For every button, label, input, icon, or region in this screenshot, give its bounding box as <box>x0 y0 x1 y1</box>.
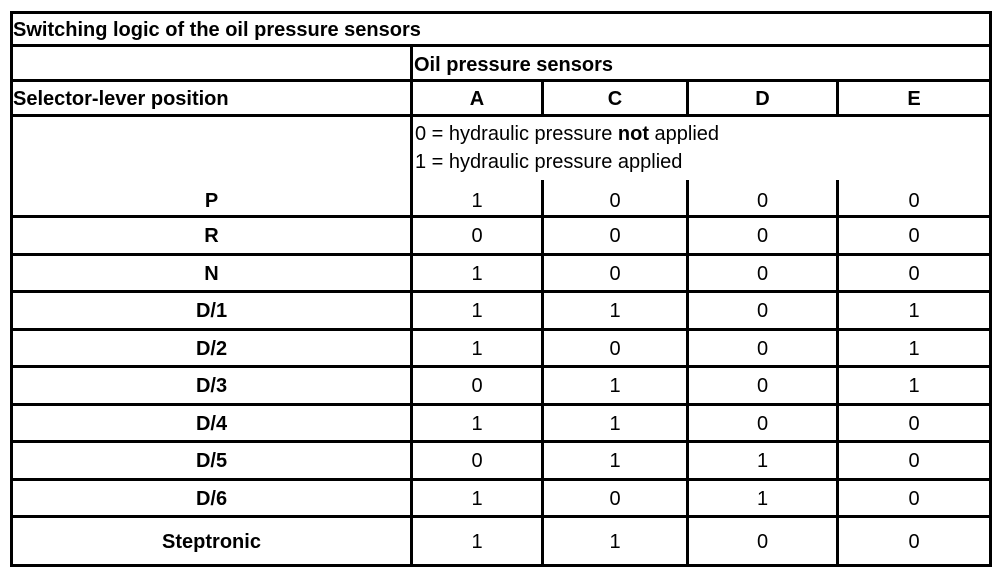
sensor-value-e: 1 <box>908 300 920 322</box>
sensor-value-a: 1 <box>471 530 483 553</box>
selector-position: R <box>204 225 219 247</box>
sensor-value-e: 0 <box>908 190 920 212</box>
selector-position: D/1 <box>195 300 228 322</box>
sensor-value-c: 1 <box>609 530 621 553</box>
legend: 0 = hydraulic pressure not applied 1 = h… <box>415 120 719 176</box>
sensor-value-e: 0 <box>908 530 920 553</box>
table-title: Switching logic of the oil pressure sens… <box>13 19 421 41</box>
row-divider <box>10 440 992 443</box>
row-divider <box>10 290 992 293</box>
row-divider <box>10 515 992 518</box>
selector-position: D/5 <box>195 450 228 472</box>
sensor-value-a: 1 <box>471 300 483 322</box>
sensor-value-e: 0 <box>908 262 920 285</box>
sensor-value-d: 0 <box>756 300 769 322</box>
sensor-value-a: 1 <box>471 337 483 360</box>
column-divider <box>686 180 689 564</box>
row-divider <box>10 79 992 82</box>
row-divider <box>10 328 992 331</box>
row-divider <box>10 365 992 368</box>
sensor-value-d: 0 <box>756 412 769 435</box>
column-header-a: A <box>469 88 485 110</box>
row-divider <box>10 114 992 117</box>
selector-position: D/4 <box>195 412 228 435</box>
sensor-value-e: 0 <box>908 412 920 435</box>
sensor-value-c: 1 <box>609 450 621 472</box>
sensor-value-c: 0 <box>609 487 621 510</box>
sensor-value-a: 1 <box>471 262 483 285</box>
row-header: Selector-lever position <box>13 88 229 110</box>
sensor-value-d: 0 <box>756 375 769 397</box>
selector-position: D/3 <box>195 375 228 397</box>
sensor-value-c: 0 <box>609 262 621 285</box>
sensor-value-d: 1 <box>756 450 769 472</box>
column-header-c: C <box>607 88 623 110</box>
legend-line-0: 0 = hydraulic pressure not applied <box>415 123 720 145</box>
sensor-value-e: 1 <box>908 337 920 360</box>
row-divider <box>10 253 992 256</box>
sensor-value-c: 0 <box>609 337 621 360</box>
sensor-value-a: 1 <box>471 487 483 510</box>
sensor-value-e: 0 <box>908 225 920 247</box>
column-header-d: D <box>755 88 770 110</box>
row-divider <box>10 403 992 406</box>
row-divider <box>10 478 992 481</box>
selector-position: D/6 <box>195 487 228 510</box>
column-divider <box>541 79 544 115</box>
row-divider <box>10 215 992 218</box>
sensor-value-d: 0 <box>756 190 769 212</box>
sensor-value-c: 0 <box>609 190 621 212</box>
column-header-e: E <box>907 88 921 110</box>
sensor-value-c: 1 <box>609 300 621 322</box>
selector-position: Steptronic <box>162 530 261 553</box>
sensor-value-a: 1 <box>471 190 483 212</box>
group-header: Oil pressure sensors <box>414 54 613 76</box>
sensor-value-d: 1 <box>756 487 769 510</box>
column-divider <box>410 44 413 564</box>
sensor-value-e: 0 <box>908 450 920 472</box>
selector-position: P <box>204 190 219 212</box>
sensor-value-a: 0 <box>471 375 483 397</box>
legend-line-1: 1 = hydraulic pressure applied <box>415 151 683 173</box>
column-divider <box>541 180 544 564</box>
column-divider <box>686 79 689 115</box>
sensor-value-a: 0 <box>471 450 483 472</box>
sensor-value-a: 0 <box>471 225 483 247</box>
sensor-value-d: 0 <box>756 530 769 553</box>
row-divider <box>10 44 992 47</box>
sensor-value-e: 0 <box>908 487 920 510</box>
sensor-value-e: 1 <box>908 375 920 397</box>
sensor-value-d: 0 <box>756 225 769 247</box>
selector-position: N <box>204 262 219 285</box>
sensor-value-a: 1 <box>471 412 483 435</box>
sensor-value-c: 0 <box>609 225 621 247</box>
sensor-value-d: 0 <box>756 337 769 360</box>
switching-logic-table <box>10 11 992 567</box>
selector-position: D/2 <box>195 337 228 360</box>
sensor-value-c: 1 <box>609 412 621 435</box>
column-divider <box>836 180 839 564</box>
sensor-value-d: 0 <box>756 262 769 285</box>
sensor-value-c: 1 <box>609 375 621 397</box>
column-divider <box>836 79 839 115</box>
